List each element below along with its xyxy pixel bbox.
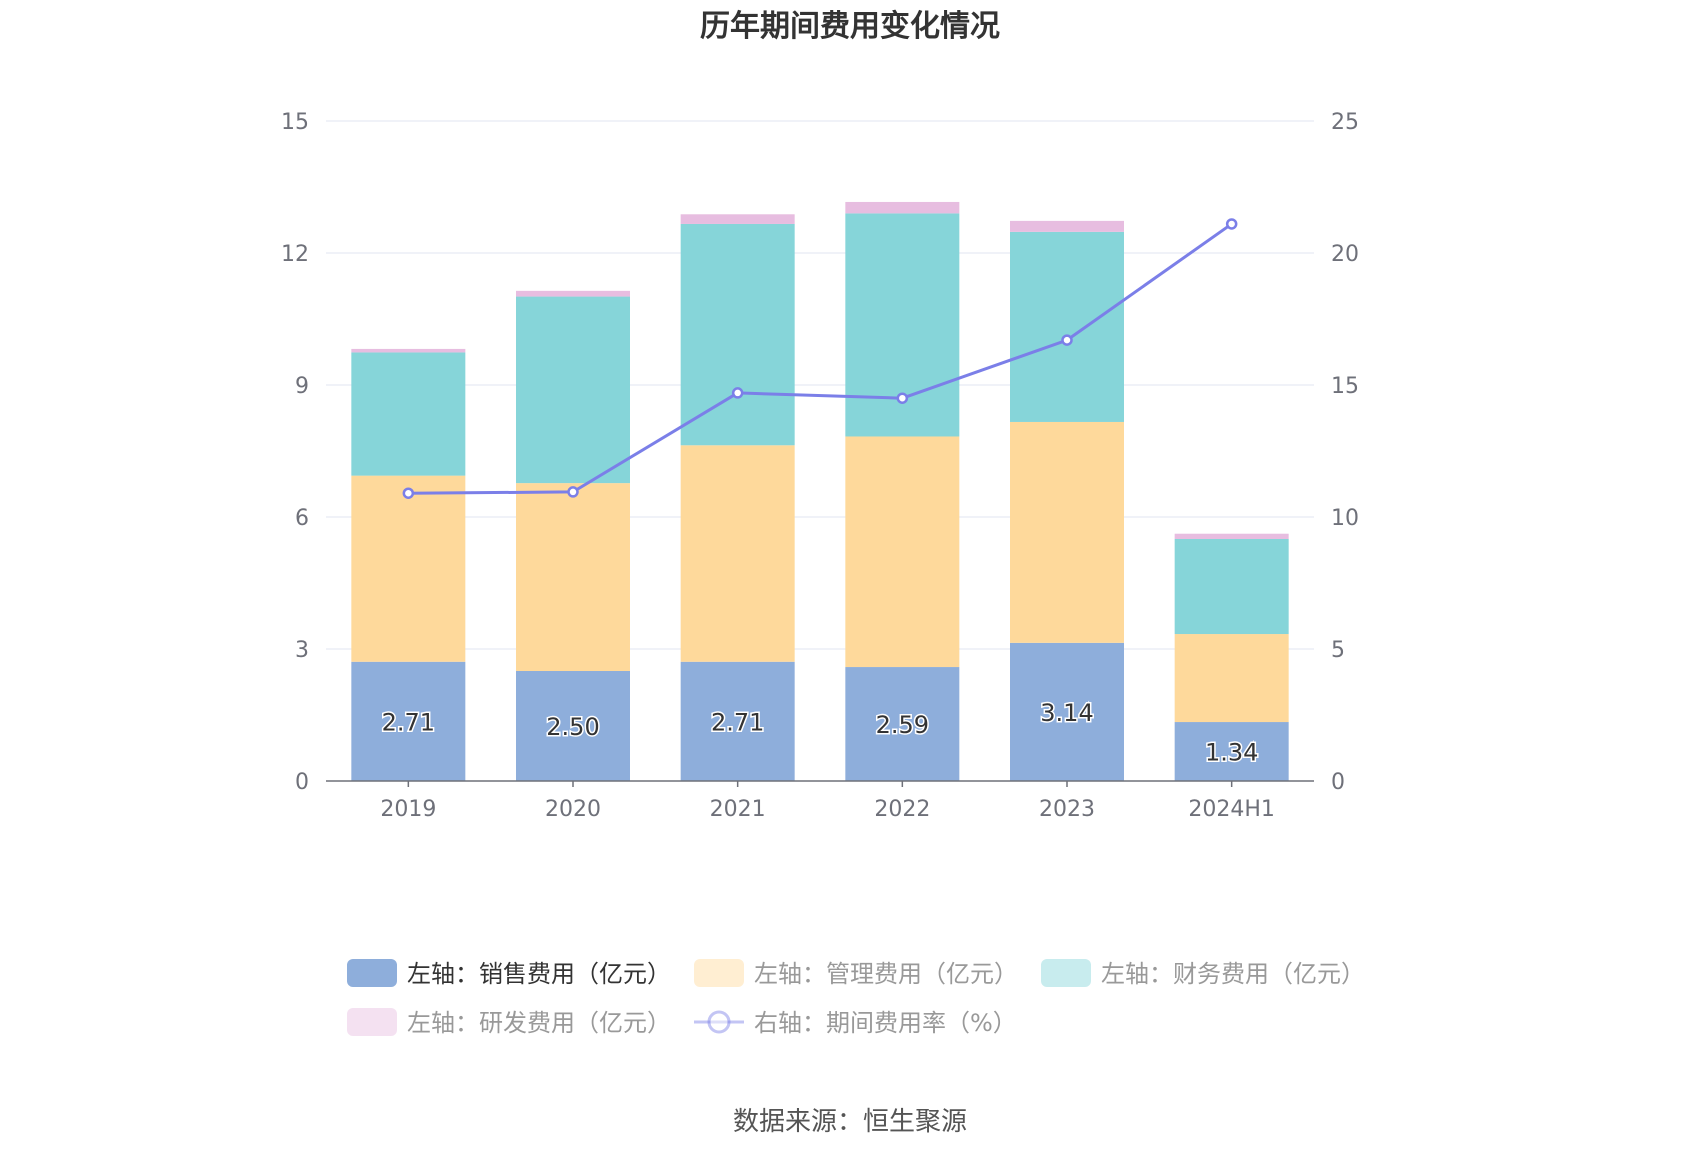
y-right-tick-label: 20	[1331, 242, 1359, 267]
y-right-tick-label: 25	[1331, 110, 1359, 135]
bar-segment-4	[351, 348, 466, 353]
x-tick-label: 2024H1	[1188, 797, 1275, 822]
bar-segment-1	[351, 661, 466, 781]
legend-swatch-marker	[707, 1010, 731, 1034]
bar-segment-1	[845, 667, 960, 781]
bar-segment-3	[1174, 539, 1289, 635]
rate-line	[408, 222, 1233, 495]
rate-point	[896, 392, 909, 404]
rate-point	[1225, 218, 1238, 230]
bar-segment-4	[845, 201, 960, 214]
data-label: 2.71	[382, 708, 435, 736]
legend-label: 左轴：财务费用（亿元）	[1101, 960, 1365, 988]
bar-segment-2	[845, 436, 960, 668]
y-left-tick-label: 9	[295, 374, 309, 399]
legend-label: 左轴：销售费用（亿元）	[407, 960, 671, 988]
bar-segment-2	[680, 445, 795, 662]
data-label: 2.59	[876, 711, 929, 739]
legend-swatch	[347, 1008, 397, 1036]
bar-segment-4	[516, 290, 630, 297]
bar-segment-1	[1010, 642, 1124, 781]
x-tick-label: 2020	[545, 797, 601, 822]
y-right-tick-label: 0	[1331, 770, 1345, 795]
rate-point	[1061, 334, 1073, 346]
bar-segment-4	[1010, 220, 1124, 232]
bar-segment-2	[351, 475, 466, 662]
source-note: 数据来源：恒生聚源	[733, 1107, 967, 1137]
y-left-tick-label: 15	[281, 110, 309, 135]
legend-label: 右轴：期间费用率（%）	[754, 1009, 1017, 1037]
bar-segment-3	[1010, 231, 1124, 422]
y-left-tick-label: 12	[281, 242, 309, 267]
legend-label: 左轴：管理费用（亿元）	[754, 960, 1018, 988]
data-label: 1.34	[1205, 739, 1258, 767]
y-right-tick-label: 15	[1331, 374, 1359, 399]
bar-segment-2	[1010, 421, 1124, 643]
x-tick-label: 2023	[1039, 797, 1095, 822]
legend-swatch	[1041, 959, 1091, 987]
bar-segment-3	[351, 352, 466, 476]
bar-segment-1	[516, 671, 630, 781]
data-label: 2.71	[711, 708, 764, 736]
x-tick-label: 2021	[710, 797, 766, 822]
rate-point	[731, 387, 744, 399]
bar-segment-3	[516, 296, 630, 484]
y-left-tick-label: 6	[295, 506, 309, 531]
legend-label: 左轴：研发费用（亿元）	[407, 1009, 671, 1037]
legend-swatch	[347, 959, 397, 987]
data-label: 2.50	[546, 713, 599, 741]
y-left-tick-label: 3	[295, 638, 309, 663]
bar-segment-4	[1174, 533, 1289, 539]
bar-segment-3	[680, 223, 795, 446]
rate-point	[402, 487, 415, 499]
chart-title: 历年期间费用变化情况	[700, 9, 1000, 44]
x-tick-label: 2019	[380, 797, 436, 822]
bar-segment-2	[1174, 634, 1289, 723]
bar-segment-1	[1174, 722, 1289, 781]
y-right-tick-label: 5	[1331, 638, 1345, 663]
bar-segment-4	[680, 214, 795, 224]
y-right-tick-label: 10	[1331, 506, 1359, 531]
bar-segment-1	[680, 661, 795, 781]
bar-segment-2	[516, 483, 630, 671]
legend-swatch	[694, 959, 744, 987]
data-label: 3.14	[1040, 699, 1093, 727]
y-left-tick-label: 0	[295, 770, 309, 795]
rate-point	[567, 486, 579, 498]
x-tick-label: 2022	[874, 797, 930, 822]
